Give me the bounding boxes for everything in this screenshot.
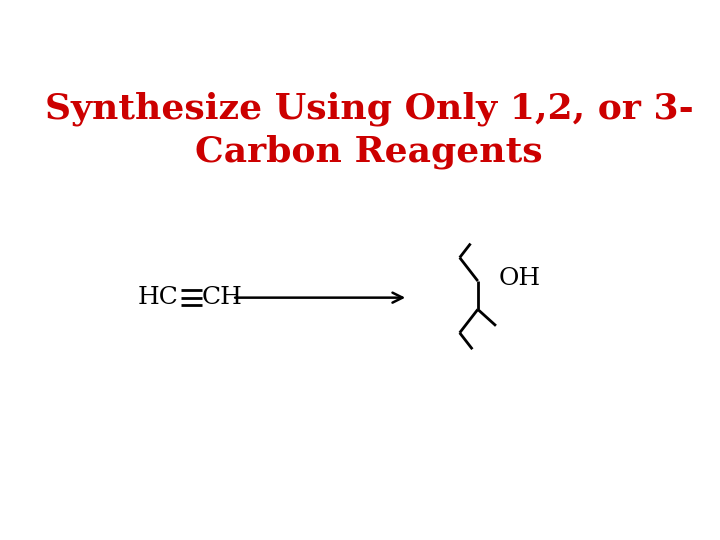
Text: OH: OH	[499, 267, 541, 291]
Text: CH: CH	[202, 286, 243, 309]
Text: HC: HC	[138, 286, 179, 309]
Text: Carbon Reagents: Carbon Reagents	[195, 135, 543, 170]
Text: Synthesize Using Only 1,2, or 3-: Synthesize Using Only 1,2, or 3-	[45, 91, 693, 126]
